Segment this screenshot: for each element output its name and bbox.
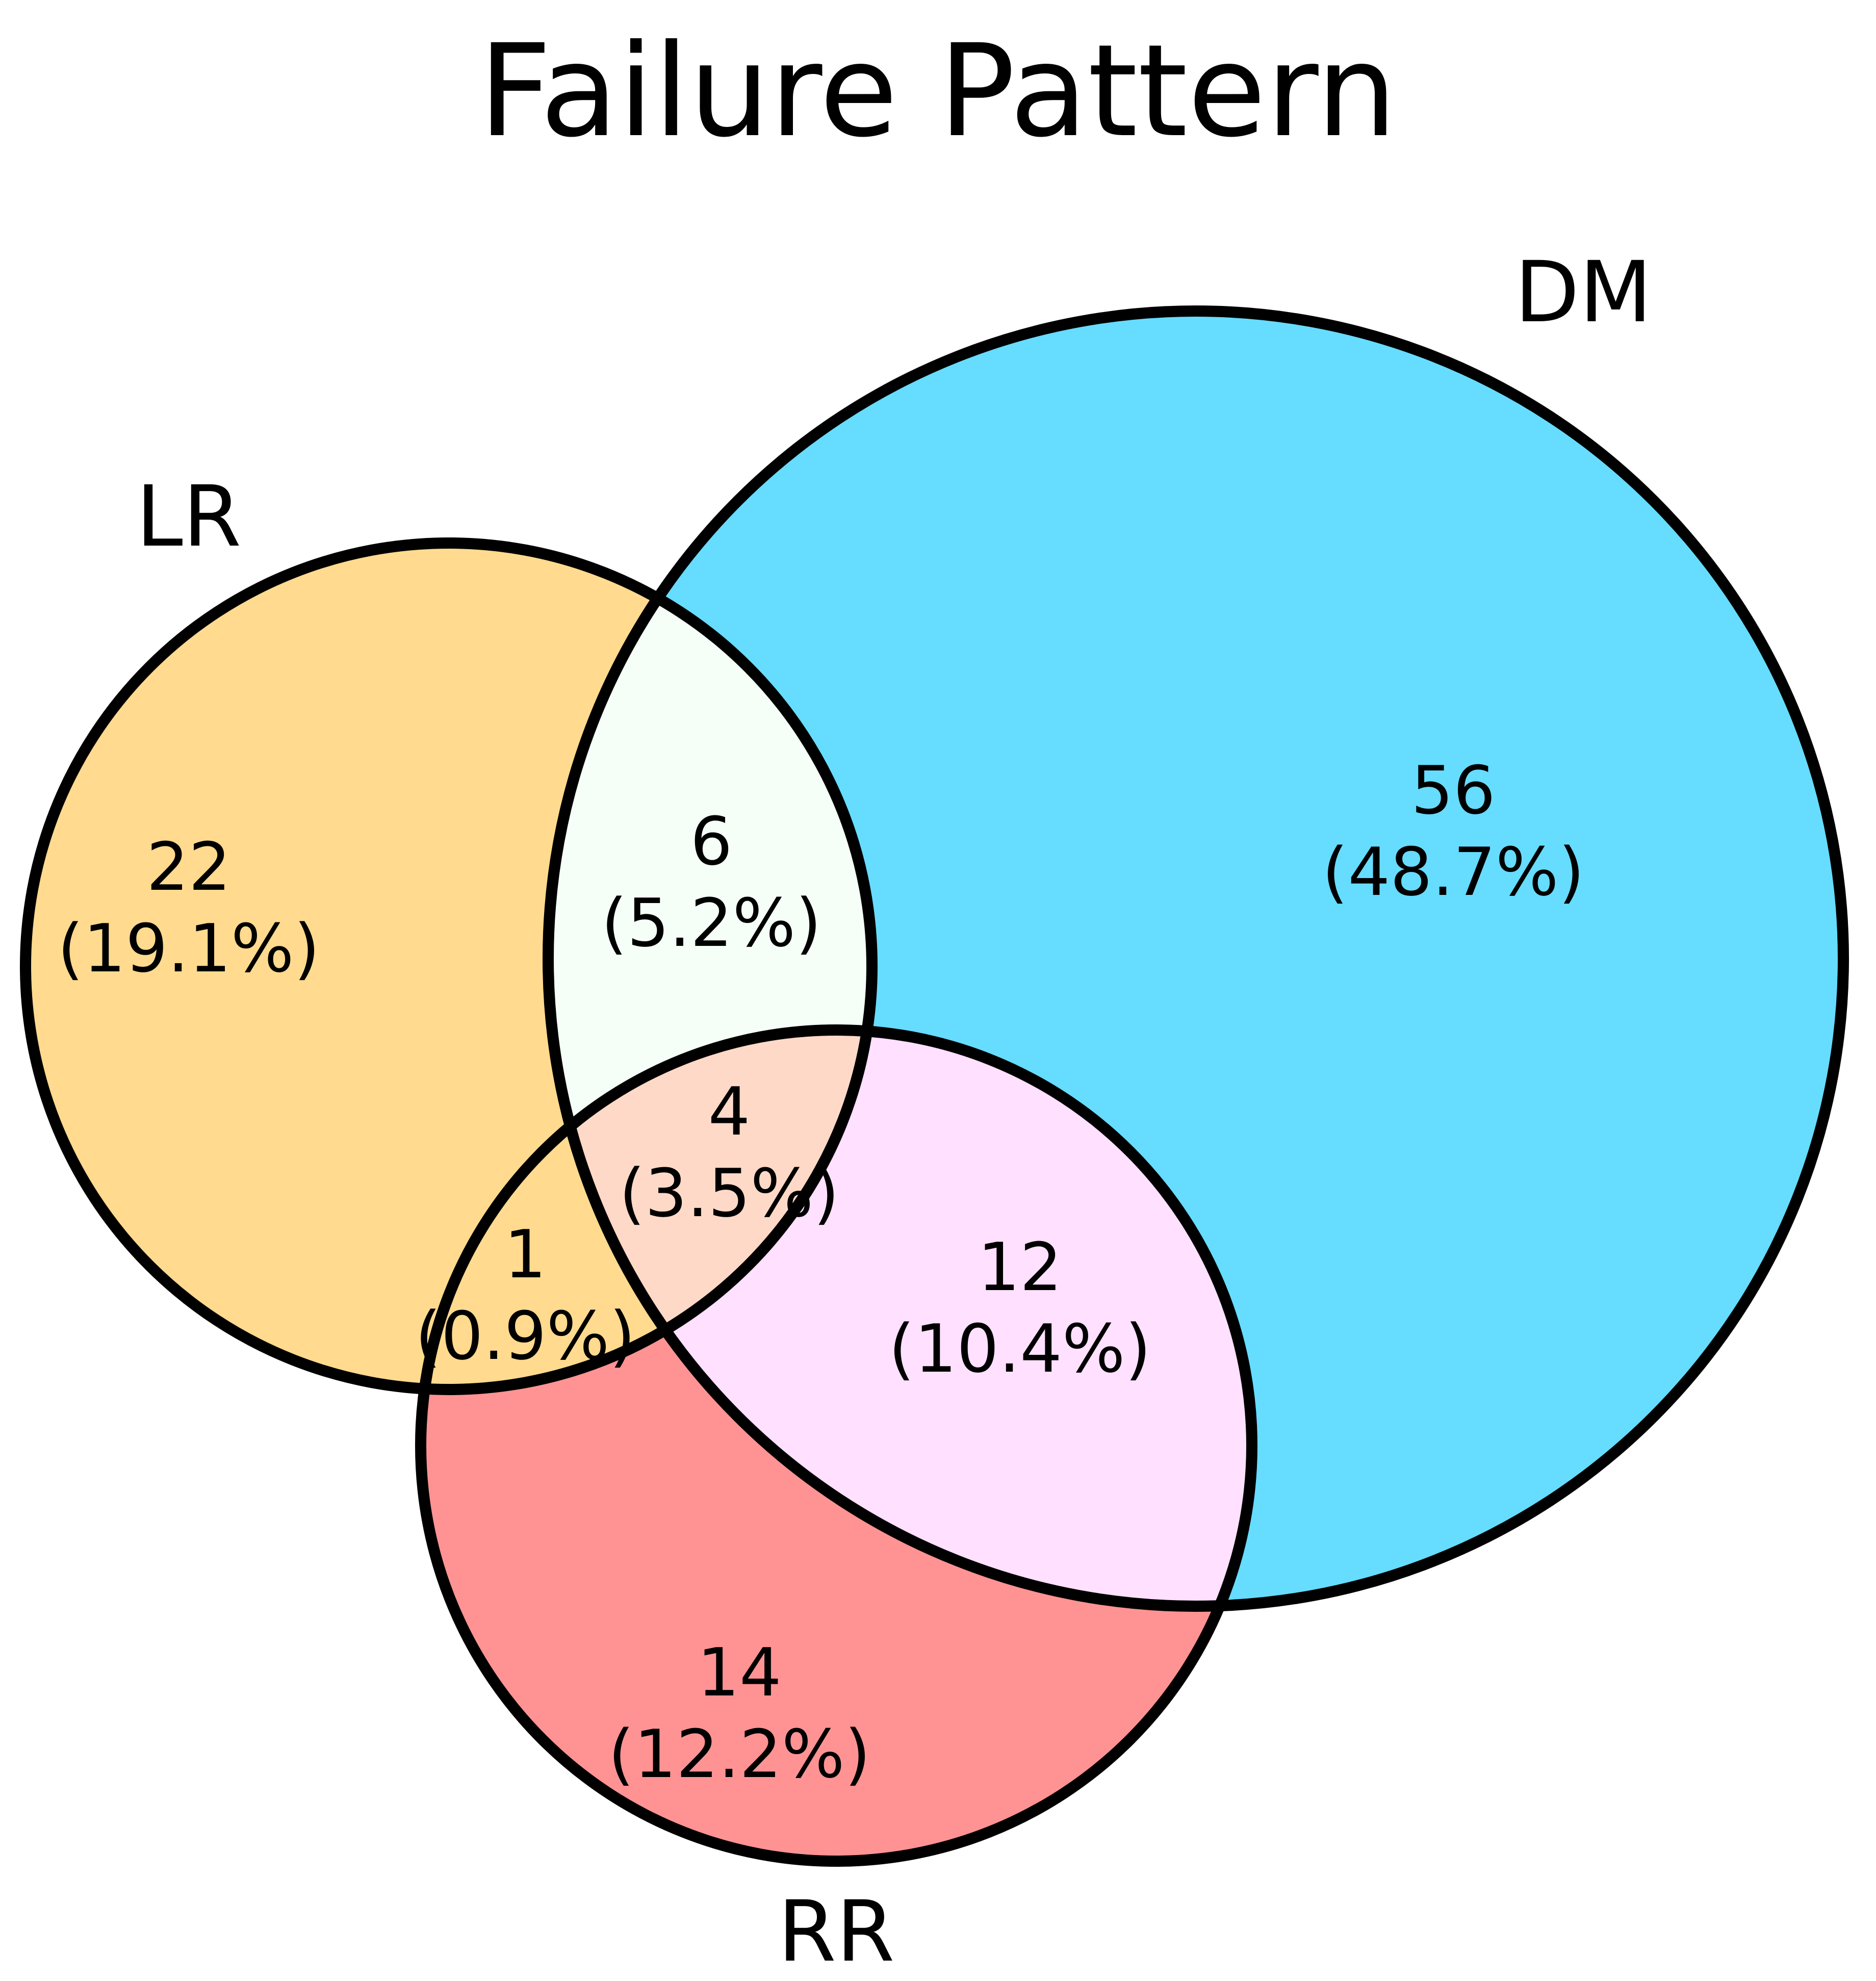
region-lr-dm-rr-percent: (3.5%) (619, 1154, 839, 1232)
region-lr-only-percent: (19.1%) (58, 910, 320, 987)
set-label-lr: LR (136, 468, 242, 565)
region-rr-only-percent: (12.2%) (608, 1715, 870, 1793)
region-dm-rr-fill (548, 1030, 1252, 1606)
set-dm-outline (543, 305, 1849, 1612)
region-lr-rr-percent: (0.9%) (415, 1297, 635, 1375)
region-lr-dm-percent: (5.2%) (601, 884, 821, 962)
region-dm-only-percent: (48.7%) (1322, 833, 1584, 911)
set-rr-outline (415, 1024, 1257, 1867)
region-dm-only-count: 56 (1411, 752, 1495, 829)
set-label-rr: RR (778, 1883, 894, 1980)
set-label-dm: DM (1514, 243, 1652, 341)
set-lr-outline (20, 537, 878, 1395)
region-dm-rr-percent: (10.4%) (889, 1310, 1151, 1387)
region-lr-dm-count: 6 (690, 803, 733, 880)
region-lr-rr-count: 1 (504, 1216, 547, 1293)
region-lr-dm-rr-count: 4 (708, 1073, 751, 1150)
region-dm-rr-count: 12 (978, 1228, 1062, 1306)
region-rr-only-count: 14 (697, 1634, 781, 1711)
region-lr-only-count: 22 (146, 828, 230, 906)
chart-title: Failure Pattern (478, 17, 1397, 165)
region-lr-dm-rr-fill (548, 1030, 872, 1390)
